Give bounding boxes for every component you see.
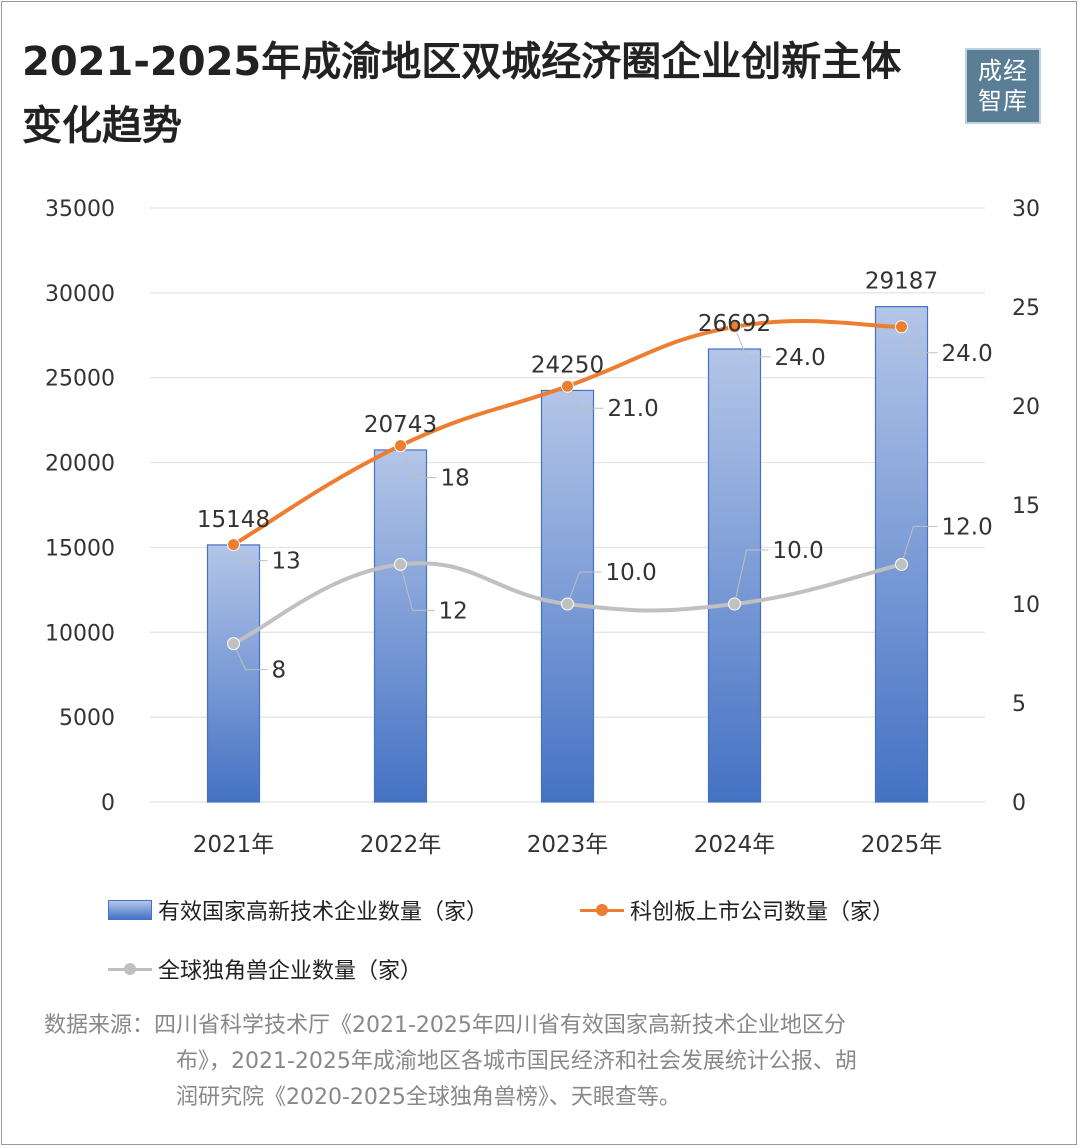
data-label-leader — [901, 326, 938, 354]
bar — [707, 348, 762, 803]
y-left-tick-label: 35000 — [45, 197, 115, 222]
orange-series-line-data-label: 21.0 — [608, 396, 659, 422]
y-left-tick-label: 10000 — [45, 621, 115, 646]
gray-series-line-point — [227, 637, 240, 651]
legend-bar-swatch — [108, 900, 152, 920]
logo-seal-line-1: 成经 — [978, 57, 1028, 85]
y-right-tick-label: 0 — [1012, 791, 1026, 816]
x-tick-label: 2025年 — [861, 832, 943, 858]
title-line-1: 2021-2025年成渝地区双城经济圈企业创新主体 — [22, 39, 902, 85]
gray-series-line-point — [561, 597, 574, 611]
title-line-2: 变化趋势 — [22, 103, 182, 149]
data-label-leader — [901, 525, 938, 565]
x-tick-label: 2023年 — [527, 832, 609, 858]
logo-seal-line-2: 智库 — [978, 87, 1028, 115]
x-tick-label: 2022年 — [360, 832, 442, 858]
legend-orange-swatch — [580, 901, 624, 919]
x-tick-label: 2021年 — [193, 832, 275, 858]
orange-series-line-data-label: 24.0 — [942, 341, 993, 367]
gray-series-line-data-label: 10.0 — [773, 538, 824, 564]
source-line-1: 数据来源：四川省科学技术厅《2021-2025年四川省有效国家高新技术企业地区分 — [44, 1013, 846, 1038]
orange-series-line-data-label: 18 — [441, 466, 470, 492]
data-label-leader — [233, 544, 268, 562]
orange-series-line-data-label: 24.0 — [775, 345, 826, 371]
y-left-tick-label: 25000 — [45, 367, 115, 392]
legend-orange-label: 科创板上市公司数量（家） — [630, 900, 895, 925]
data-label-leader — [567, 385, 604, 409]
data-label-leader — [734, 326, 771, 358]
bar-data-label: 15148 — [197, 507, 270, 533]
gray-series-line-point — [728, 597, 741, 611]
orange-series-line-point — [394, 439, 407, 453]
orange-series-line-point — [728, 320, 741, 334]
source-line-3: 润研究院《2020-2025全球独角兽榜》、天眼查等。 — [176, 1085, 681, 1110]
y-left-tick-label: 15000 — [45, 536, 115, 561]
legend-gray-swatch — [108, 960, 152, 978]
y-left-tick-label: 20000 — [45, 452, 115, 477]
gray-series-line-data-label: 10.0 — [606, 560, 657, 586]
gray-series-line-data-label: 12 — [439, 598, 468, 624]
chart-title: 2021-2025年成渝地区双城经济圈企业创新主体 变化趋势 — [22, 30, 942, 158]
orange-series-line-point — [561, 379, 574, 393]
bar — [206, 544, 261, 803]
legend-gray-label: 全球独角兽企业数量（家） — [158, 959, 423, 984]
bar-data-label: 26692 — [698, 311, 771, 337]
source-line-2: 布》，2021-2025年成渝地区各城市国民经济和社会发展统计公报、胡 — [176, 1049, 857, 1074]
combo-chart: 0 5000 10000 15000 20000 25000 30000 35000 0 5 10 1… — [45, 197, 1040, 858]
data-label-leader — [233, 643, 268, 671]
orange-series-line-point — [895, 320, 908, 334]
y-right-tick-label: 20 — [1012, 395, 1040, 420]
y-left-tick-label: 5000 — [59, 706, 115, 731]
y-right-tick-label: 5 — [1012, 692, 1026, 717]
legend-bar-label: 有效国家高新技术企业数量（家） — [158, 900, 489, 925]
legend-bar: 有效国家高新技术企业数量（家） — [108, 894, 488, 926]
data-label-leader — [567, 571, 602, 605]
bar-data-label: 24250 — [531, 352, 604, 378]
data-source-note: 数据来源：四川省科学技术厅《2021-2025年四川省有效国家高新技术企业地区分… — [44, 1008, 1054, 1116]
logo-seal: 成经 智库 — [965, 48, 1041, 124]
y-left-tick-label: 0 — [101, 791, 115, 816]
data-label-leader — [400, 445, 437, 479]
orange-series-line-data-label: 13 — [272, 549, 301, 575]
legend-orange: 科创板上市公司数量（家） — [580, 894, 894, 926]
bar — [540, 389, 595, 803]
gray-series-line-data-label: 12.0 — [942, 514, 993, 540]
bar-data-label: 20743 — [364, 412, 437, 438]
y-right-tick-label: 30 — [1012, 197, 1040, 222]
gray-series-line-point — [895, 557, 908, 571]
gray-series-line-point — [394, 557, 407, 571]
y-left-tick-label: 30000 — [45, 282, 115, 307]
data-label-leader — [734, 549, 769, 605]
y-right-tick-label: 15 — [1012, 494, 1040, 519]
bar-data-label: 29187 — [865, 269, 938, 295]
x-tick-label: 2024年 — [694, 832, 776, 858]
y-right-tick-label: 25 — [1012, 296, 1040, 321]
gray-series-line-data-label: 8 — [272, 658, 287, 684]
y-right-tick-label: 10 — [1012, 593, 1040, 618]
legend-gray: 全球独角兽企业数量（家） — [108, 953, 422, 985]
bar — [373, 449, 428, 803]
orange-series-line-point — [227, 538, 240, 552]
data-label-leader — [400, 564, 435, 611]
bar — [874, 306, 929, 803]
